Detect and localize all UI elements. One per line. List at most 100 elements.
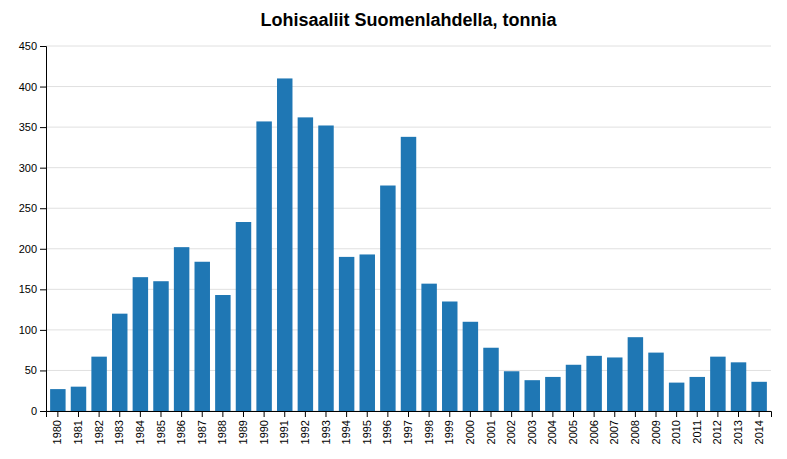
x-tick: 1987 [196, 411, 208, 444]
x-tick-label: 1985 [155, 420, 167, 444]
bar [545, 377, 560, 411]
x-tick-mark [429, 411, 430, 417]
y-tick: 350 [19, 121, 46, 133]
bar [442, 302, 457, 412]
y-tick: 50 [25, 364, 46, 376]
x-tick-mark [635, 411, 636, 417]
bar [380, 186, 395, 411]
bar [236, 222, 251, 411]
bar [71, 387, 86, 411]
x-tick-mark [408, 411, 409, 417]
x-axis-line [47, 412, 772, 418]
x-tick-mark [717, 411, 718, 417]
x-tick-label: 1999 [443, 420, 455, 444]
bar [751, 382, 766, 411]
x-tick-mark [367, 411, 368, 417]
bar [483, 348, 498, 411]
x-tick-label: 1998 [423, 420, 435, 444]
y-tick: 200 [19, 243, 46, 255]
y-tick: 250 [19, 202, 46, 214]
x-tick-label: 2011 [691, 420, 703, 444]
x-tick-mark [222, 411, 223, 417]
y-tick-label: 400 [19, 81, 37, 93]
x-tick: 1983 [113, 411, 125, 444]
x-tick: 2008 [629, 411, 641, 444]
y-tick-mark [40, 411, 46, 412]
x-tick: 2000 [464, 411, 476, 444]
y-tick-mark [40, 87, 46, 88]
x-tick-label: 2008 [629, 420, 641, 444]
x-tick-label: 1981 [72, 420, 84, 444]
bar [174, 247, 189, 411]
bar [710, 357, 725, 411]
y-tick-mark [40, 249, 46, 250]
x-tick: 1992 [299, 411, 311, 444]
x-tick: 1997 [402, 411, 414, 444]
y-tick-label: 200 [19, 243, 37, 255]
x-tick-label: 2010 [670, 420, 682, 444]
bar [525, 380, 540, 411]
x-tick: 1984 [134, 411, 146, 444]
x-tick-label: 1983 [113, 420, 125, 444]
y-tick-label: 250 [19, 202, 37, 214]
x-tick: 1981 [72, 411, 84, 444]
x-tick: 2012 [711, 411, 723, 444]
x-axis: 1980198119821983198419851986198719881989… [47, 411, 772, 444]
x-tick-label: 1991 [278, 420, 290, 444]
y-tick-mark [40, 330, 46, 331]
x-tick-label: 1988 [216, 420, 228, 444]
bar [133, 277, 148, 411]
y-tick-mark [40, 46, 46, 47]
x-tick-mark [656, 411, 657, 417]
bar [648, 353, 663, 411]
y-tick-mark [40, 127, 46, 128]
bar [586, 356, 601, 411]
bars [50, 78, 767, 411]
x-tick-mark [573, 411, 574, 417]
x-tick: 2014 [753, 411, 765, 444]
bar [690, 377, 705, 411]
x-tick-label: 2001 [485, 420, 497, 444]
x-tick-mark [759, 411, 760, 417]
y-tick: 400 [19, 81, 46, 93]
x-tick: 1995 [361, 411, 373, 444]
y-tick: 300 [19, 162, 46, 174]
x-tick-label: 1990 [258, 420, 270, 444]
grid [46, 46, 771, 411]
y-tick: 150 [19, 283, 46, 295]
x-tick: 1999 [443, 411, 455, 444]
x-tick-label: 2014 [753, 420, 765, 444]
x-tick-label: 2012 [711, 420, 723, 444]
x-tick: 2002 [505, 411, 517, 444]
bar [401, 137, 416, 411]
x-tick-mark [470, 411, 471, 417]
x-tick-label: 2003 [526, 420, 538, 444]
x-tick-label: 2002 [505, 420, 517, 444]
x-tick-mark [676, 411, 677, 417]
x-tick-mark [387, 411, 388, 417]
x-tick-label: 2006 [588, 420, 600, 444]
x-tick: 1991 [278, 411, 290, 444]
x-tick-mark [243, 411, 244, 417]
bar [628, 337, 643, 411]
bar [504, 371, 519, 411]
x-tick: 1982 [93, 411, 105, 444]
grid-line [46, 46, 771, 47]
x-tick-label: 1989 [237, 420, 249, 444]
x-tick: 1989 [237, 411, 249, 444]
y-tick-label: 350 [19, 121, 37, 133]
x-tick: 1993 [320, 411, 332, 444]
grid-line [46, 127, 771, 128]
x-tick-mark [284, 411, 285, 417]
x-tick: 2010 [670, 411, 682, 444]
x-tick-mark [181, 411, 182, 417]
x-tick-mark [140, 411, 141, 417]
title: Lohisaaliit Suomenlahdella, tonnia [260, 10, 557, 30]
y-tick-mark [40, 370, 46, 371]
x-tick-mark [449, 411, 450, 417]
y-tick-label: 50 [25, 364, 37, 376]
bar [421, 284, 436, 411]
y-tick-label: 300 [19, 162, 37, 174]
x-tick: 2004 [546, 411, 558, 444]
y-tick: 450 [19, 40, 46, 52]
